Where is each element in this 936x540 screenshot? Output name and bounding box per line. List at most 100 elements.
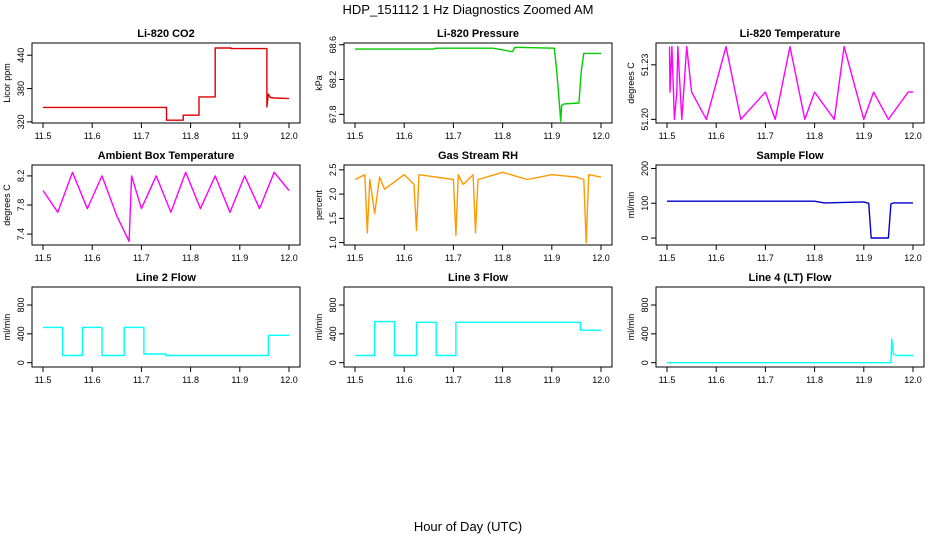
x-tick-label: 11.9	[855, 131, 872, 141]
x-tick-label: 11.5	[35, 131, 52, 141]
chart-title: Line 4 (LT) Flow	[749, 272, 832, 284]
x-tick-label: 11.7	[133, 375, 150, 385]
chart-title: Ambient Box Temperature	[98, 150, 235, 162]
common-xlabel: Hour of Day (UTC)	[414, 519, 522, 534]
x-tick-label: 12.0	[280, 253, 298, 263]
x-tick-label: 11.8	[494, 131, 511, 141]
y-axis-label: ml/min	[2, 314, 12, 341]
x-tick-label: 11.6	[84, 253, 101, 263]
x-tick-label: 11.7	[757, 131, 774, 141]
x-tick-label: 11.9	[231, 131, 248, 141]
x-tick-label: 11.8	[494, 375, 511, 385]
y-tick-label: 68.6	[328, 36, 338, 54]
x-tick-label: 12.0	[280, 375, 298, 385]
series-line	[43, 47, 290, 121]
panel-li-820-co2: Li-820 CO2 Licor ppm 11.5 11.6 11.7 11.8 11.9 1…	[2, 28, 301, 141]
y-tick-label: 200	[640, 161, 650, 176]
y-tick-label: 0	[640, 236, 650, 241]
x-tick-label: 11.9	[231, 375, 248, 385]
plot-frame	[343, 42, 613, 124]
y-axis-label: degrees C	[2, 184, 12, 226]
x-tick-label: 11.5	[347, 253, 364, 263]
x-tick-label: 12.0	[904, 253, 922, 263]
x-tick-label: 11.7	[445, 253, 462, 263]
chart-title: Line 3 Flow	[448, 272, 508, 284]
y-tick-label: 2.0	[328, 188, 338, 201]
y-tick-label: 7.8	[16, 199, 26, 212]
panel-ambient-box-temperature: Ambient Box Temperature degrees C 11.5 11.6…	[2, 150, 301, 263]
y-tick-label: 440	[16, 48, 26, 63]
series-line	[667, 200, 913, 239]
x-tick-label: 11.6	[708, 253, 725, 263]
panel-li-820-pressure: Li-820 Pressure kPa 11.5 11.6 11.7 11.8 11.9 12…	[314, 28, 613, 141]
page-title: HDP_151112 1 Hz Diagnostics Zoomed AM	[343, 2, 594, 17]
chart-title: Gas Stream RH	[438, 150, 518, 162]
series-line	[43, 326, 289, 357]
y-axis-label: kPa	[314, 75, 324, 91]
y-tick-label: 1.0	[328, 236, 338, 249]
x-tick-label: 11.8	[182, 253, 199, 263]
plot-frame	[31, 164, 301, 246]
x-tick-label: 11.7	[133, 131, 150, 141]
y-tick-label: 68.2	[328, 71, 338, 89]
y-tick-label: 1.5	[328, 212, 338, 225]
x-tick-label: 11.9	[543, 375, 560, 385]
panel-line-4-lt-flow: Line 4 (LT) Flow ml/min 11.5 11.6 11.7 11.8 11…	[626, 272, 925, 385]
series-line	[355, 320, 601, 357]
y-tick-label: 0	[328, 360, 338, 365]
x-tick-label: 11.8	[806, 253, 823, 263]
x-tick-label: 11.8	[806, 375, 823, 385]
y-tick-label: 0	[16, 360, 26, 365]
panel-gas-stream-rh: Gas Stream RH percent 11.5 11.6 11.7 11.8 11.9…	[314, 150, 613, 263]
x-tick-label: 11.5	[659, 375, 676, 385]
x-tick-label: 12.0	[904, 375, 922, 385]
panel-line-2-flow: Line 2 Flow ml/min 11.5 11.6 11.7 11.8 11.9 12.…	[2, 272, 301, 385]
y-axis-label: ml/min	[626, 192, 636, 219]
panel-sample-flow: Sample Flow ml/min 11.5 11.6 11.7 11.8 11.9 12.…	[626, 150, 925, 263]
x-tick-label: 11.6	[396, 131, 413, 141]
y-tick-label: 400	[640, 326, 650, 341]
x-tick-label: 11.6	[708, 131, 725, 141]
y-tick-label: 0	[640, 360, 650, 365]
x-tick-label: 11.9	[543, 253, 560, 263]
plot-frame	[655, 42, 925, 124]
y-tick-label: 8.2	[16, 170, 26, 183]
x-tick-label: 11.7	[133, 253, 150, 263]
x-tick-label: 11.5	[347, 375, 364, 385]
x-tick-label: 11.9	[543, 131, 560, 141]
x-tick-label: 11.6	[84, 131, 101, 141]
plot-frame	[31, 286, 301, 368]
y-axis-label: Licor ppm	[2, 63, 12, 103]
series-line	[668, 45, 913, 121]
y-tick-label: 400	[328, 326, 338, 341]
x-tick-label: 11.5	[35, 375, 52, 385]
x-tick-label: 11.7	[445, 375, 462, 385]
series-line	[42, 171, 290, 243]
chart-title: Li-820 CO2	[137, 28, 194, 40]
x-tick-label: 11.9	[855, 375, 872, 385]
x-tick-label: 11.5	[659, 131, 676, 141]
y-tick-label: 100	[640, 196, 650, 211]
x-tick-label: 11.6	[396, 253, 413, 263]
x-tick-label: 11.5	[659, 253, 676, 263]
x-tick-label: 12.0	[592, 375, 610, 385]
y-tick-label: 320	[16, 114, 26, 129]
x-tick-label: 11.8	[494, 253, 511, 263]
y-tick-label: 800	[328, 298, 338, 313]
x-tick-label: 11.8	[182, 375, 199, 385]
x-tick-label: 11.9	[231, 253, 248, 263]
x-tick-label: 11.7	[757, 375, 774, 385]
chart-title: Li-820 Pressure	[437, 28, 519, 40]
plot-frame	[655, 164, 925, 246]
plot-frame	[343, 164, 613, 246]
y-tick-label: 51.23	[640, 54, 650, 77]
x-tick-label: 11.6	[84, 375, 101, 385]
x-tick-label: 11.9	[855, 253, 872, 263]
x-tick-label: 11.6	[708, 375, 725, 385]
panel-grid: Li-820 CO2 Licor ppm 11.5 11.6 11.7 11.8 11.9 1…	[2, 28, 925, 385]
x-tick-label: 12.0	[592, 253, 610, 263]
series-line	[354, 171, 602, 244]
plot-frame	[31, 42, 301, 124]
x-tick-label: 12.0	[904, 131, 922, 141]
